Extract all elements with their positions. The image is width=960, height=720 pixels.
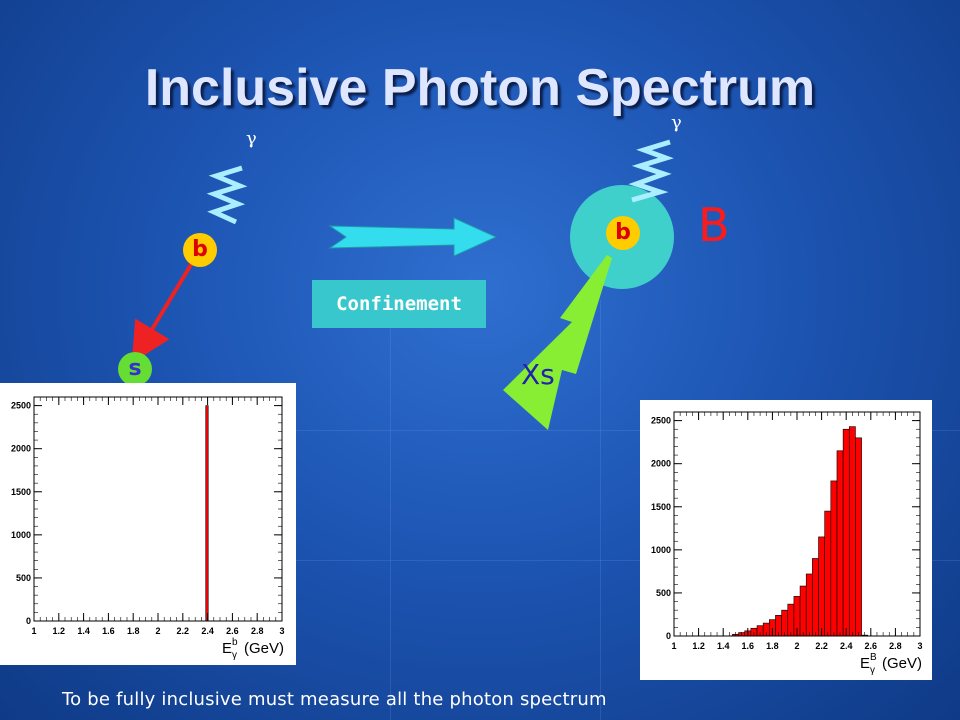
x-tick-label: 2 — [155, 626, 160, 636]
gamma-label-right: γ — [671, 112, 682, 133]
xs-label: Xs — [521, 358, 555, 391]
gamma-label-left: γ — [246, 128, 257, 149]
y-tick-label: 1000 — [651, 545, 671, 555]
background-grid-line — [0, 430, 960, 431]
x-tick-label: 1.2 — [692, 641, 705, 651]
y-tick-label: 2500 — [11, 401, 31, 411]
x-tick-label: 2.4 — [201, 626, 214, 636]
histogram-bar — [830, 480, 838, 637]
x-tick-label: 2.4 — [840, 641, 853, 651]
histogram-bar — [805, 573, 813, 637]
x-axis-label: E — [222, 640, 232, 657]
x-tick-label: 1.2 — [53, 626, 66, 636]
histogram-bar — [855, 437, 862, 637]
x-tick-label: 1.8 — [127, 626, 140, 636]
x-tick-label: 1 — [31, 626, 36, 636]
histogram-bar — [812, 558, 819, 637]
histogram-bar — [848, 426, 856, 637]
x-tick-label: 2.6 — [865, 641, 878, 651]
histogram-b-quark-plot: 1 1.2 1.4 1.6 1.8 2 2.2 2.4 2.6 2.8 3 0 500 1000 1500 2… — [11, 396, 285, 661]
histogram-bar — [824, 510, 832, 637]
y-tick-label: 1000 — [11, 530, 31, 540]
x-axis-label-sub: γ — [232, 650, 237, 661]
x-tick-label: 2.2 — [177, 626, 190, 636]
histogram-bar — [842, 428, 850, 637]
confinement-label: Confinement — [312, 280, 486, 328]
x-tick-label: 2.2 — [815, 641, 828, 651]
x-tick-label: 2 — [794, 641, 799, 651]
photon-wave-right — [628, 139, 674, 203]
x-tick-label: 2.8 — [251, 626, 264, 636]
histogram-bar — [787, 603, 795, 637]
y-tick-label: 2000 — [11, 444, 31, 454]
histogram-b-meson-plot: 1 1.2 1.4 1.6 1.8 2 2.2 2.4 2.6 2.8 3 0 500 1000 1500 2… — [651, 411, 923, 676]
b-quark-right: b — [606, 216, 640, 250]
x-axis-label: E — [860, 655, 870, 672]
background-grid-line — [600, 300, 601, 720]
s-quark: s — [118, 352, 152, 386]
y-tick-label: 0 — [26, 616, 31, 626]
x-axis-label-unit: (GeV) — [244, 640, 284, 657]
x-tick-label: 2.6 — [226, 626, 239, 636]
plot-frame — [33, 396, 283, 622]
x-tick-label: 2.8 — [889, 641, 902, 651]
background-grid-line — [0, 560, 960, 561]
y-tick-label: 2000 — [651, 459, 671, 469]
histogram-b-meson: 1 1.2 1.4 1.6 1.8 2 2.2 2.4 2.6 2.8 3 0 500 1000 1500 2… — [640, 400, 932, 680]
x-tick-label: 3 — [917, 641, 922, 651]
confinement-arrow — [328, 217, 498, 257]
histogram-bar — [818, 536, 825, 637]
x-tick-label: 3 — [279, 626, 284, 636]
y-tick-label: 0 — [666, 631, 671, 641]
x-tick-label: 1.6 — [742, 641, 755, 651]
x-tick-label: 1.6 — [102, 626, 115, 636]
photon-wave-left — [206, 165, 248, 225]
y-tick-label: 2500 — [651, 416, 671, 426]
y-tick-label: 1500 — [651, 502, 671, 512]
x-axis-label-sup: b — [232, 637, 238, 648]
xs-jet — [503, 255, 612, 430]
x-axis-label-unit: (GeV) — [882, 655, 922, 672]
histogram-bar — [799, 585, 807, 637]
slide-title: Inclusive Photon Spectrum — [144, 59, 816, 117]
y-tick-label: 500 — [16, 573, 31, 583]
x-tick-label: 1.8 — [766, 641, 779, 651]
x-tick-label: 1.4 — [717, 641, 730, 651]
x-axis-label-sub: γ — [870, 665, 875, 676]
y-tick-label: 500 — [656, 588, 671, 598]
histogram-bar — [836, 450, 844, 637]
x-tick-label: 1 — [671, 641, 676, 651]
decay-arrow — [131, 261, 194, 364]
x-axis-label-sup: B — [870, 652, 877, 663]
b-quark-left: b — [183, 233, 217, 267]
histogram-bar — [205, 405, 209, 622]
b-meson-label: B — [698, 198, 730, 252]
x-tick-label: 1.4 — [77, 626, 90, 636]
y-tick-label: 1500 — [11, 487, 31, 497]
histogram-b-quark: 1 1.2 1.4 1.6 1.8 2 2.2 2.4 2.6 2.8 3 0 500 1000 1500 2… — [0, 383, 296, 665]
footer-note: To be fully inclusive must measure all t… — [62, 689, 607, 710]
background-grid-line — [390, 300, 391, 720]
